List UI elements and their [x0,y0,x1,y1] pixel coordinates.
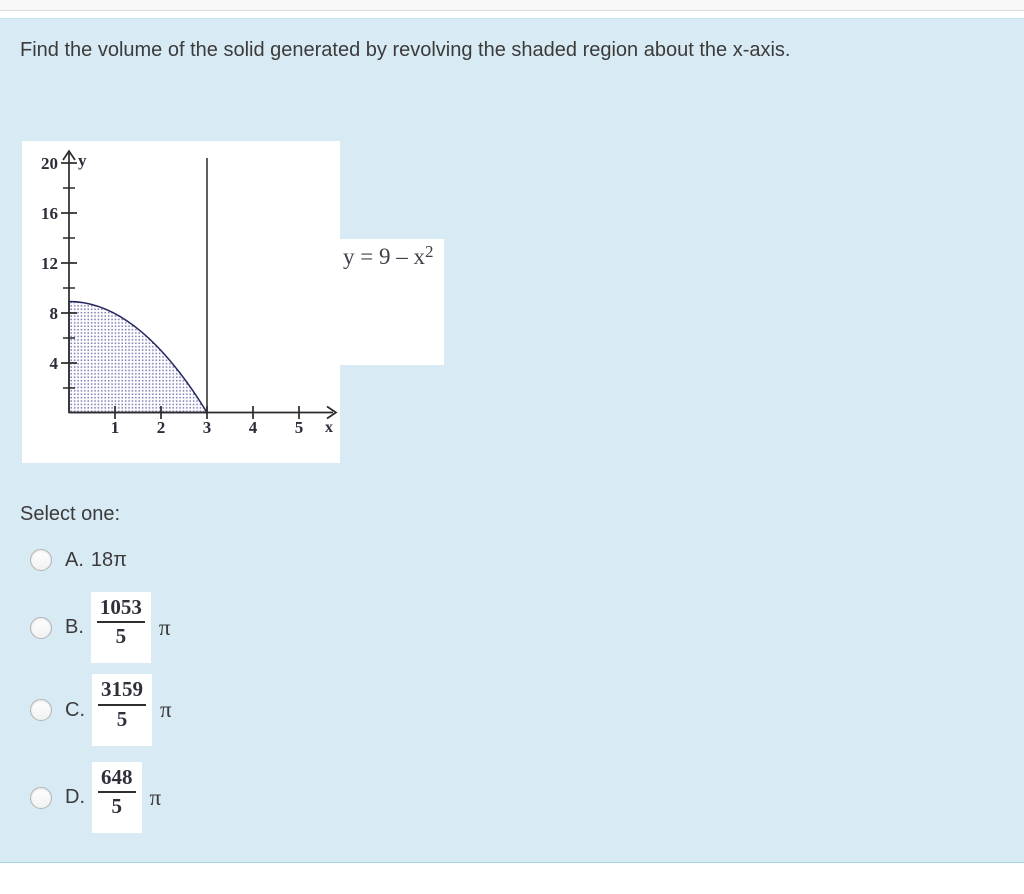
option-b-fraction: 1053 5 [90,591,151,664]
fraction-numerator: 3159 [98,678,146,706]
graph-figure: 20 16 12 8 4 1 2 3 4 5 y x [22,141,340,463]
equation-label-box: y = 9 – x2 [340,239,444,365]
x-tick-label: 4 [249,418,258,437]
option-d-radio[interactable] [30,786,52,809]
fraction-denominator: 5 [116,706,128,731]
answer-option-a[interactable]: A. 18π [30,547,127,573]
fraction-numerator: 648 [98,766,136,793]
axes [62,149,338,420]
option-c-letter: C. [65,698,85,721]
x-tick-label: 2 [157,418,166,437]
option-c-fraction: 3159 5 [92,674,152,746]
answer-option-d[interactable]: D. 648 5 π [30,761,162,834]
fraction-denominator: 5 [115,624,127,648]
option-d-letter: D. [65,786,85,808]
option-b-letter: B. [65,616,84,638]
function-graph: 20 16 12 8 4 1 2 3 4 5 y x [41,149,338,437]
x-axis-label: x [325,419,333,436]
pi-symbol: π [158,614,171,640]
option-c-radio[interactable] [30,699,52,721]
y-major-ticks [61,162,77,364]
pi-symbol: π [149,784,162,810]
option-a-radio[interactable] [30,549,52,571]
curve-equation: y = 9 – x2 [340,239,444,270]
shaded-region [68,300,209,414]
y-tick-label: 8 [50,304,59,323]
x-tick-label: 1 [111,418,120,437]
answer-option-c[interactable]: C. 3159 5 π [30,674,172,746]
y-minor-ticks [63,187,75,389]
x-tick-label: 3 [203,418,212,437]
fraction-numerator: 1053 [96,596,145,623]
pi-symbol: π [160,697,172,722]
curve-equation-base: y = 9 – x [343,244,425,269]
option-b-radio[interactable] [30,616,52,639]
curve-equation-exponent: 2 [424,242,434,261]
option-d-fraction: 648 5 [92,761,142,834]
top-bar [0,0,1024,11]
option-a-letter: A. [65,548,84,571]
fraction-denominator: 5 [111,794,123,818]
y-tick-label: 20 [41,154,58,173]
answer-option-b[interactable]: B. 1053 5 π [30,591,171,664]
y-axis-label: y [78,151,87,170]
y-tick-label: 4 [50,354,59,373]
x-ticks [114,406,300,419]
select-prompt: Select one: [20,503,121,525]
y-tick-label: 12 [41,254,58,273]
x-tick-label: 5 [295,418,304,437]
option-a-value: 18π [90,548,127,571]
question-text: Find the volume of the solid generated b… [20,39,791,61]
y-tick-label: 16 [41,204,58,223]
